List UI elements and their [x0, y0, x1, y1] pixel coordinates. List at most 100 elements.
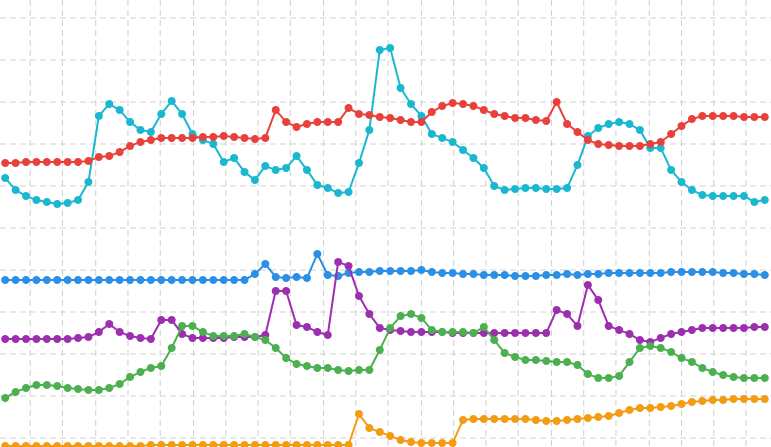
point	[760, 113, 769, 121]
point	[375, 428, 384, 436]
point	[750, 198, 759, 206]
point	[282, 118, 291, 126]
point	[313, 328, 322, 336]
point	[406, 118, 415, 126]
point	[188, 134, 197, 142]
point	[563, 120, 572, 128]
point	[739, 324, 748, 332]
point	[427, 108, 436, 116]
point	[32, 335, 41, 343]
point	[22, 276, 31, 284]
point	[552, 306, 561, 314]
point	[563, 310, 572, 318]
point	[687, 268, 696, 276]
point	[323, 331, 332, 339]
point	[479, 323, 488, 331]
point	[750, 270, 759, 278]
point	[74, 334, 83, 342]
point	[261, 134, 270, 142]
point	[656, 269, 665, 277]
point	[729, 373, 738, 381]
point	[74, 276, 83, 284]
point	[521, 184, 530, 192]
point	[573, 361, 582, 369]
point	[573, 128, 582, 136]
point	[573, 161, 582, 169]
point	[344, 104, 353, 112]
point	[63, 442, 72, 447]
point	[63, 335, 72, 343]
series	[1, 250, 769, 284]
point	[386, 324, 395, 332]
point	[500, 112, 509, 120]
point	[490, 271, 499, 279]
point	[167, 134, 176, 142]
point	[583, 270, 592, 278]
point	[417, 328, 426, 336]
point	[583, 136, 592, 144]
point	[302, 362, 311, 370]
point	[84, 333, 93, 341]
point	[178, 276, 187, 284]
point	[354, 366, 363, 374]
point	[396, 436, 405, 444]
point	[126, 142, 135, 150]
point	[563, 270, 572, 278]
point	[438, 439, 447, 447]
point	[94, 153, 103, 161]
point	[615, 142, 624, 150]
point	[396, 116, 405, 124]
point	[687, 398, 696, 406]
point	[32, 442, 41, 447]
point	[396, 327, 405, 335]
point	[126, 332, 135, 340]
point	[375, 324, 384, 332]
point	[292, 321, 301, 329]
point	[386, 432, 395, 440]
point	[84, 386, 93, 394]
point	[490, 415, 499, 423]
point	[282, 287, 291, 295]
point	[729, 269, 738, 277]
point	[677, 400, 686, 408]
point	[667, 348, 676, 356]
point	[354, 410, 363, 418]
point	[42, 442, 51, 447]
point	[563, 416, 572, 424]
point	[115, 442, 124, 447]
point	[230, 441, 239, 447]
point	[334, 258, 343, 266]
point	[32, 196, 41, 204]
point	[552, 417, 561, 425]
point	[136, 126, 145, 134]
point	[469, 270, 478, 278]
point	[219, 276, 228, 284]
point	[698, 112, 707, 120]
point	[53, 382, 62, 390]
point	[42, 335, 51, 343]
point	[698, 324, 707, 332]
point	[334, 366, 343, 374]
point	[126, 276, 135, 284]
point	[594, 374, 603, 382]
point	[302, 323, 311, 331]
point	[178, 441, 187, 447]
point	[178, 322, 187, 330]
point	[292, 273, 301, 281]
point	[126, 373, 135, 381]
point	[469, 154, 478, 162]
point	[261, 336, 270, 344]
point	[32, 158, 41, 166]
point	[427, 268, 436, 276]
point	[105, 100, 114, 108]
point	[365, 424, 374, 432]
point	[146, 136, 155, 144]
point	[115, 380, 124, 388]
point	[552, 98, 561, 106]
point	[198, 328, 207, 336]
point	[511, 114, 520, 122]
point	[667, 330, 676, 338]
point	[417, 314, 426, 322]
point	[635, 336, 644, 344]
point	[126, 118, 135, 126]
